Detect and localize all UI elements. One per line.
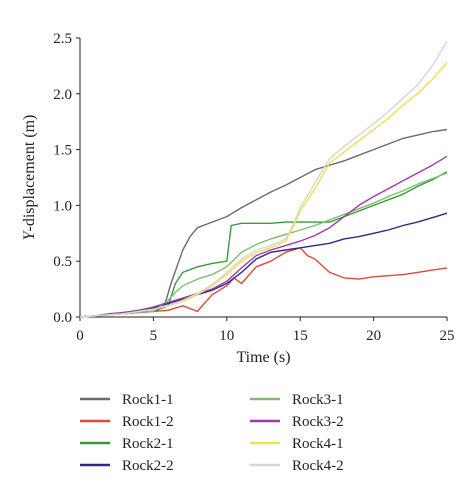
series-line-rock1-2 <box>79 247 448 318</box>
y-axis-label-rest: -displacement (m) <box>21 115 38 232</box>
y-tick-label: 2.0 <box>53 87 72 103</box>
series-line-rock3-1 <box>79 172 448 318</box>
series-line-rock3-2 <box>79 155 448 318</box>
legend-label: Rock3-2 <box>292 414 344 430</box>
series-group <box>79 40 448 318</box>
series-line-rock4-2 <box>79 40 448 318</box>
legend-label: Rock3-1 <box>292 392 344 408</box>
x-tick-label: 15 <box>293 328 308 344</box>
series-line-rock2-2 <box>79 212 448 318</box>
x-axis-label: Time (s) <box>236 349 290 366</box>
y-tick-label: 1.0 <box>53 198 72 214</box>
legend-label: Rock4-1 <box>292 436 344 452</box>
x-tick-label: 20 <box>366 328 381 344</box>
axes <box>79 38 447 318</box>
y-tick-label: 0.0 <box>53 310 72 326</box>
y-tick-label: 0.5 <box>53 254 72 270</box>
y-tick-label: 2.5 <box>53 31 72 47</box>
x-tick-label: 0 <box>76 328 84 344</box>
series-line-rock4-1 <box>79 62 448 318</box>
legend-label: Rock1-1 <box>122 392 174 408</box>
legend-label: Rock2-2 <box>122 458 174 474</box>
y-axis-label: Y-displacement (m) <box>21 115 38 241</box>
legend-label: Rock1-2 <box>122 414 174 430</box>
x-tick-label: 5 <box>150 328 158 344</box>
legend-label: Rock4-2 <box>292 458 344 474</box>
x-tick-label: 25 <box>440 328 455 344</box>
y-axis-label-italic: Y <box>21 229 38 240</box>
legend-label: Rock2-1 <box>122 436 174 452</box>
x-tick-label: 10 <box>219 328 234 344</box>
series-line-rock2-1 <box>79 171 448 318</box>
y-tick-label: 1.5 <box>53 143 72 159</box>
ticks: 0 5 10 15 20 25 0.0 0.5 1.0 1.5 2.0 2.5 <box>53 31 454 344</box>
legend: Rock1-1 Rock1-2 Rock2-1 Rock2-2 Rock3-1 Rock3… <box>80 392 344 474</box>
